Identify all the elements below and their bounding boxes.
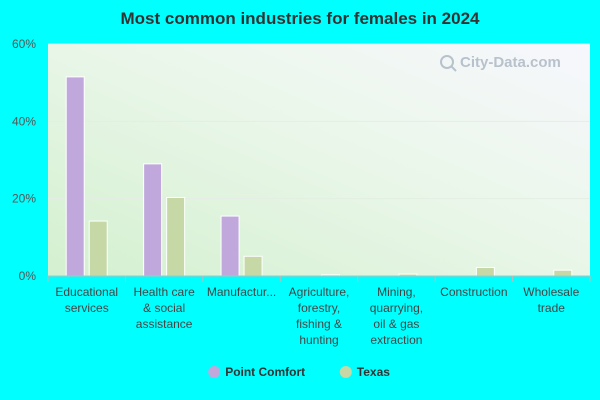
x-category-label: Health care & social assistance xyxy=(133,285,195,331)
y-tick-label: 20% xyxy=(12,192,36,206)
bar-texas[interactable] xyxy=(553,269,573,277)
bar-texas[interactable] xyxy=(166,197,186,277)
legend-label: Texas xyxy=(357,365,390,379)
bar-point-comfort[interactable] xyxy=(65,76,85,277)
bar-texas[interactable] xyxy=(243,255,263,277)
x-category-label: Wholesale trade xyxy=(523,285,579,315)
legend-swatch xyxy=(208,366,221,378)
watermark-text: City-Data.com xyxy=(460,54,561,71)
bar-texas[interactable] xyxy=(88,220,108,277)
gridlines xyxy=(48,43,590,200)
bar-point-comfort[interactable] xyxy=(143,163,163,277)
bar-point-comfort[interactable] xyxy=(220,215,240,277)
y-axis-ticks: 0% 20% 40% 60% xyxy=(12,37,36,283)
plot-area xyxy=(48,44,590,276)
y-tick-label: 40% xyxy=(12,114,36,128)
bar-texas[interactable] xyxy=(475,266,495,277)
chart-title: Most common industries for females in 20… xyxy=(121,9,481,28)
watermark: City-Data.com xyxy=(440,54,561,72)
legend-label: Point Comfort xyxy=(225,365,305,379)
magnifier-icon xyxy=(440,55,454,69)
x-category-label: Construction xyxy=(440,285,507,299)
x-category-label: Mining, quarrying, oil & gas extraction xyxy=(370,285,423,347)
magnifier-handle xyxy=(450,65,457,72)
x-category-label: Manufactur... xyxy=(207,285,276,299)
legend-swatch xyxy=(339,366,352,378)
y-tick-label: 60% xyxy=(12,37,36,51)
x-category-label: Agriculture, forestry, fishing & hunting xyxy=(289,285,350,347)
bars xyxy=(65,76,573,277)
y-tick-label: 0% xyxy=(19,269,37,283)
x-category-label: Educational services xyxy=(55,285,118,315)
x-axis-labels: Educational services Health care & social as… xyxy=(47,276,591,347)
legend: Point Comfort Texas xyxy=(208,365,390,379)
